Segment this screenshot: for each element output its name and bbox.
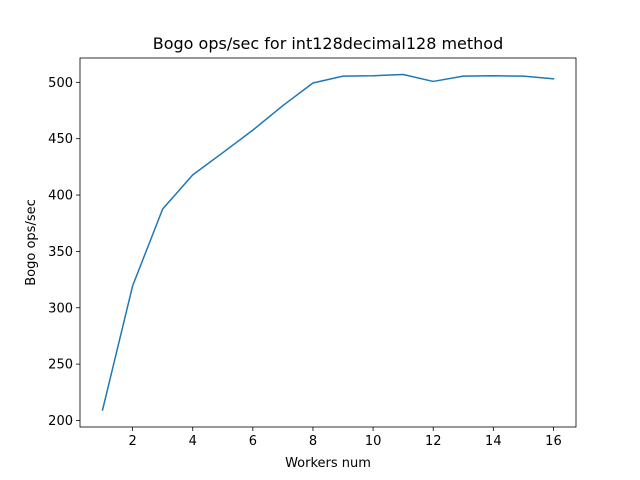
y-tick-label: 250 <box>48 358 73 373</box>
y-tick-label: 450 <box>48 132 73 147</box>
x-tick-label: 16 <box>545 434 562 449</box>
x-tick-label: 2 <box>128 434 136 449</box>
y-axis-title: Bogo ops/sec <box>24 199 39 286</box>
series-line <box>101 73 555 411</box>
x-axis-title: Workers num <box>285 456 371 471</box>
x-tick-label: 14 <box>485 434 502 449</box>
plot-frame <box>79 57 577 428</box>
ticks-layer: 2 4 6 8 10 12 14 16 200 250 300 350 400 450 500 <box>48 76 562 449</box>
y-tick-label: 350 <box>48 245 73 260</box>
y-tick-label: 300 <box>48 301 73 316</box>
x-tick-label: 8 <box>309 434 317 449</box>
x-tick-label: 10 <box>365 434 382 449</box>
x-tick-label: 12 <box>425 434 442 449</box>
chart-title: Bogo ops/sec for int128decimal128 method <box>153 34 504 53</box>
x-tick-label: 6 <box>249 434 257 449</box>
plot-area <box>80 58 576 427</box>
y-tick-label: 200 <box>48 414 73 429</box>
x-tick-label: 4 <box>189 434 197 449</box>
y-tick-label: 500 <box>48 76 73 91</box>
y-tick-label: 400 <box>48 189 73 204</box>
